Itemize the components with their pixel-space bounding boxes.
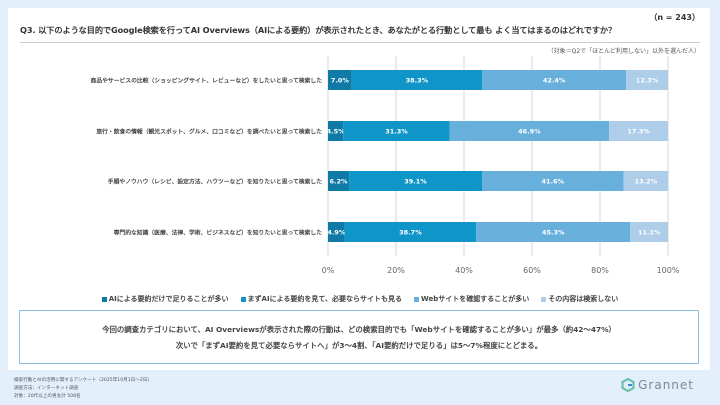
bar-segment <box>482 70 627 90</box>
x-tick-label: 60% <box>523 266 541 275</box>
data-label: 4.9% <box>327 229 346 237</box>
x-tick-label: 40% <box>455 266 473 275</box>
category-label: 専門的な知識（医療、法律、学術、ビジネスなど）を知りたいと思って検索した <box>114 229 323 237</box>
data-label: 6.2% <box>330 178 349 186</box>
bar-segment <box>328 70 352 90</box>
footer-line: 検索行動とAIの活用に関するアンケート（2025年10月1日～2日） <box>14 378 152 383</box>
x-tick-label: 20% <box>387 266 405 275</box>
legend-label: Webサイトを確認することが多い <box>421 295 530 303</box>
x-tick-label: 0% <box>322 266 335 275</box>
sample-size: （n = 243） <box>649 13 700 22</box>
data-label: 11.1% <box>638 229 661 237</box>
data-label: 45.3% <box>542 229 565 237</box>
data-label: 39.1% <box>404 178 427 186</box>
data-label: 42.4% <box>543 77 566 85</box>
bar-segment <box>482 171 624 191</box>
bar-segment <box>343 121 450 141</box>
summary-line: 次いで「まずAI要約を見て必要ならサイトへ」が3～4割、「AI要約だけで足りる」… <box>175 341 543 350</box>
legend-swatch <box>101 296 107 302</box>
category-label: 旅行・飲食の情報（観光スポット、グルメ、口コミなど）を調べたいと思って検索した <box>96 128 322 136</box>
footer-line: 対象：20代以上の男女計 508名 <box>14 394 81 399</box>
data-label: 38.3% <box>406 77 429 85</box>
logo-text: Grannet <box>638 378 694 392</box>
x-tick-label: 100% <box>657 266 680 275</box>
data-label: 17.3% <box>627 128 650 136</box>
bar-segment <box>449 121 610 141</box>
legend-swatch <box>541 296 547 302</box>
legend-label: AIによる要約だけで足りることが多い <box>108 295 229 303</box>
question-title: Q3. 以下のような目的でGoogle検索を行ってAI Overviews（AI… <box>20 25 617 35</box>
footer-notes: 検索行動とAIの活用に関するアンケート（2025年10月1日～2日） 調査方法：… <box>14 377 152 401</box>
bar-segment <box>630 222 668 242</box>
legend-item: AIによる要約だけで足りることが多い <box>101 295 229 303</box>
summary-line: 今回の調査カテゴリにおいて、AI Overviewsが表示された際の行動は、どの… <box>102 325 616 334</box>
data-label: 4.5% <box>327 128 346 136</box>
category-label: 手順やノウハウ（レシピ、設定方法、ハウツーなど）を知りたいと思って検索した <box>108 178 322 186</box>
stacked-bar-chart: 0% 20% 40% 60% 80% 100% 商品やサービスの比較（ショッピングサイト、レ… <box>91 56 680 275</box>
legend-item: まずAIによる要約を見て、必要ならサイトも見る <box>240 295 403 303</box>
data-label: 13.2% <box>635 178 658 186</box>
category-label: 商品やサービスの比較（ショッピングサイト、レビューなど）をしたいと思って検索した <box>91 77 323 85</box>
bar-segment <box>623 171 669 191</box>
bar-segment <box>328 171 350 191</box>
data-label: 12.3% <box>636 77 659 85</box>
legend-label: まずAIによる要約を見て、必要ならサイトも見る <box>247 295 403 303</box>
legend-swatch <box>240 296 246 302</box>
bar-segment <box>344 222 477 242</box>
logo-icon <box>621 378 635 392</box>
bar-segment <box>609 121 668 141</box>
data-label: 46.9% <box>518 128 541 136</box>
summary-box: 今回の調査カテゴリにおいて、AI Overviewsが表示された際の行動は、どの… <box>19 310 699 364</box>
legend: AIによる要約だけで足りることが多い まずAIによる要約を見て、必要ならサイトも見… <box>0 294 720 304</box>
data-label: 31.3% <box>385 128 408 136</box>
data-label: 38.7% <box>399 229 422 237</box>
legend-item: Webサイトを確認することが多い <box>414 295 529 303</box>
data-label: 7.0% <box>331 77 350 85</box>
bar-segment <box>476 222 631 242</box>
legend-swatch <box>414 296 420 302</box>
bar-segment <box>626 70 668 90</box>
bar-segment <box>328 222 345 242</box>
x-tick-label: 80% <box>591 266 609 275</box>
legend-label: その内容は検索しない <box>548 295 619 303</box>
bar-segment <box>349 171 483 191</box>
divider <box>20 42 700 43</box>
bar-segment <box>328 121 344 141</box>
bar-segment <box>351 70 483 90</box>
target-note: （対象＝Q2で「ほとんど利用しない」以外を選んだ人） <box>547 48 700 55</box>
footer-line: 調査方法：インターネット調査 <box>14 386 79 391</box>
data-label: 41.6% <box>541 178 564 186</box>
brand-logo: Grannet <box>621 378 694 392</box>
legend-item: その内容は検索しない <box>541 295 618 303</box>
